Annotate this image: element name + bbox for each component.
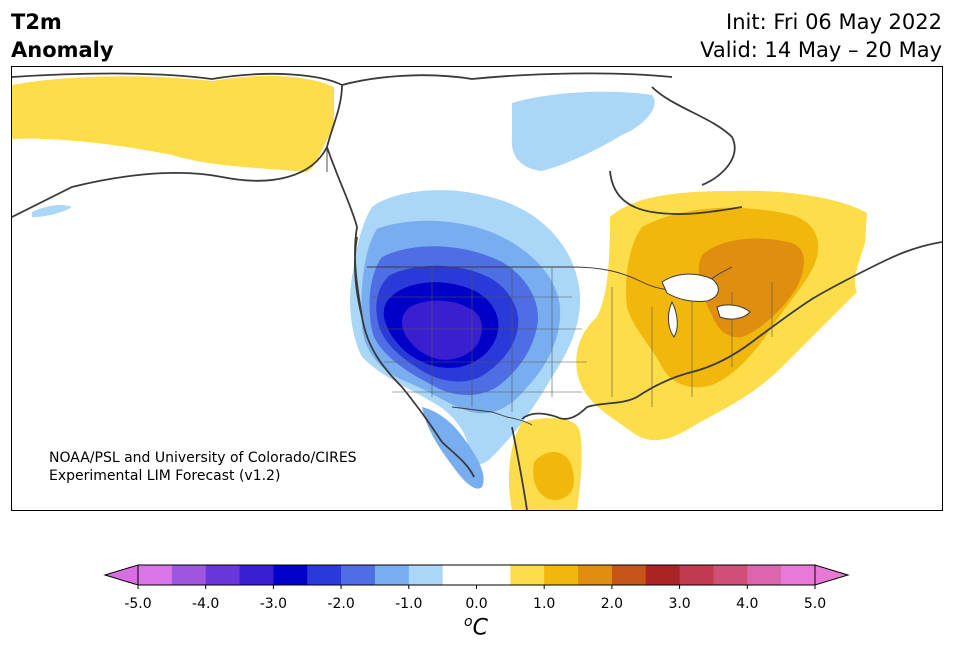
state-borders [372, 267, 773, 412]
colorbar-tick-label: 3.0 [668, 596, 691, 612]
colorbar-tick-label: 2.0 [600, 596, 624, 612]
map-title: T2m Anomaly [11, 8, 114, 64]
colorbar-cell [239, 565, 274, 585]
anomaly-alaska-cool [32, 204, 72, 217]
colorbar-tick-label: -3.0 [259, 596, 288, 612]
forecast-credit: NOAA/PSL and University of Colorado/CIRE… [49, 449, 357, 485]
colorbar-cell [408, 565, 444, 585]
colorbar-unit: oC [456, 614, 496, 640]
colorbar-cell [273, 565, 308, 585]
country-borders [326, 147, 733, 426]
colorbar-cell [645, 565, 681, 585]
colorbar-ticks [137, 585, 816, 589]
colorbar-cell [781, 565, 816, 585]
credit-line-1: NOAA/PSL and University of Colorado/CIRE… [49, 450, 357, 466]
colorbar-tick-label: 1.0 [533, 596, 556, 612]
colorbar-cell [442, 565, 477, 585]
colorbar-tick-label: -2.0 [327, 596, 355, 612]
credit-line-2: Experimental LIM Forecast (v1.2) [49, 468, 281, 484]
title-line-2: Anomaly [11, 38, 114, 62]
colorbar-cell [510, 565, 545, 585]
colorbar-cell [544, 565, 579, 585]
anomaly-alaska-warm [12, 75, 334, 172]
colorbar-cell [747, 565, 782, 585]
colorbar-cell [205, 565, 241, 585]
colorbar-cell [138, 565, 173, 585]
colorbar-tick-label: -5.0 [124, 596, 152, 612]
anomaly-hudson-cool [511, 91, 655, 171]
map-svg [12, 72, 942, 510]
anomaly-texas-warmer [533, 451, 574, 501]
colorbar-tick-label: 0.0 [465, 596, 488, 612]
colorbar-cell [307, 565, 342, 585]
colorbar-tick-label: 4.0 [736, 596, 759, 612]
colorbar-cell [341, 565, 376, 585]
colorbar-cell [171, 565, 207, 585]
colorbar-cell [476, 565, 511, 585]
colorbar-cell [713, 565, 748, 585]
forecast-dates: Init: Fri 06 May 2022 Valid: 14 May – 20… [700, 8, 942, 64]
unit-celsius: C [472, 615, 488, 641]
colorbar [103, 564, 850, 589]
colorbar-under-arrow [103, 564, 139, 586]
colorbar-tick-label: -4.0 [192, 596, 220, 612]
colorbar-cell [578, 565, 613, 585]
anomaly-west-cool-6 [402, 300, 482, 360]
anomaly-map [11, 66, 943, 511]
colorbar-cell [374, 565, 410, 585]
init-date: Init: Fri 06 May 2022 [726, 10, 942, 34]
great-lakes [661, 273, 751, 338]
valid-range: Valid: 14 May – 20 May [700, 38, 942, 62]
title-line-1: T2m [11, 10, 62, 34]
colorbar-cells [138, 565, 816, 585]
unit-degree: o [464, 614, 473, 630]
coastline [12, 72, 942, 510]
colorbar-cell [611, 565, 647, 585]
colorbar-tick-label: -1.0 [395, 596, 423, 612]
colorbar-over-arrow [814, 564, 850, 586]
colorbar-cell [679, 565, 714, 585]
colorbar-tick-label: 5.0 [803, 596, 827, 612]
